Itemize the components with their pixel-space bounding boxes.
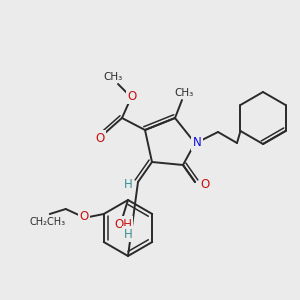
Text: O: O xyxy=(95,131,105,145)
Text: CH₃: CH₃ xyxy=(174,88,194,98)
Text: N: N xyxy=(193,136,201,149)
Text: O: O xyxy=(200,178,210,191)
Text: O: O xyxy=(79,211,88,224)
Text: O: O xyxy=(128,89,136,103)
Text: H: H xyxy=(124,178,132,190)
Text: H: H xyxy=(124,227,132,241)
Text: CH₂CH₃: CH₂CH₃ xyxy=(30,217,66,227)
Text: OH: OH xyxy=(114,218,132,230)
Text: CH₃: CH₃ xyxy=(103,72,123,82)
